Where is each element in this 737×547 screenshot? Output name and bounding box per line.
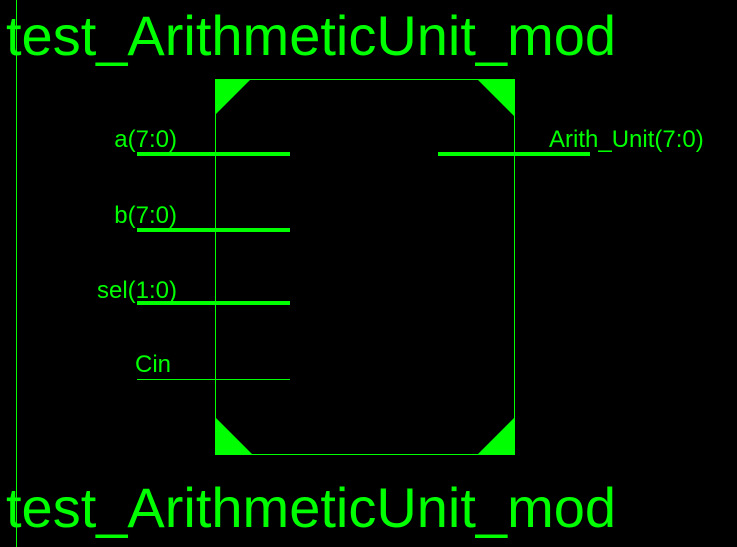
input-pin-a[interactable]: a(7:0) — [114, 126, 290, 156]
corner-bottom-left-marker — [215, 417, 253, 455]
input-pin-cin[interactable]: Cin — [135, 351, 290, 380]
input-pin-b[interactable]: b(7:0) — [114, 202, 290, 232]
symbol-body — [215, 79, 515, 455]
corner-top-left-marker — [215, 79, 251, 115]
pin-label-cin: Cin — [135, 351, 171, 378]
pin-label-b: b(7:0) — [114, 202, 177, 229]
corner-bottom-right-marker — [477, 417, 515, 455]
output-pin-arith-unit[interactable]: Arith_Unit(7:0) — [438, 126, 704, 156]
pin-label-a: a(7:0) — [114, 126, 177, 153]
pin-label-sel: sel(1:0) — [97, 277, 177, 304]
corner-top-right-marker — [477, 79, 515, 117]
input-pin-sel[interactable]: sel(1:0) — [97, 277, 290, 305]
symbol-title-top: test_ArithmeticUnit_mod — [6, 4, 616, 67]
symbol-body-outline — [215, 79, 515, 455]
pin-label-arith-unit: Arith_Unit(7:0) — [549, 126, 704, 153]
symbol-title-bottom: test_ArithmeticUnit_mod — [6, 476, 616, 539]
